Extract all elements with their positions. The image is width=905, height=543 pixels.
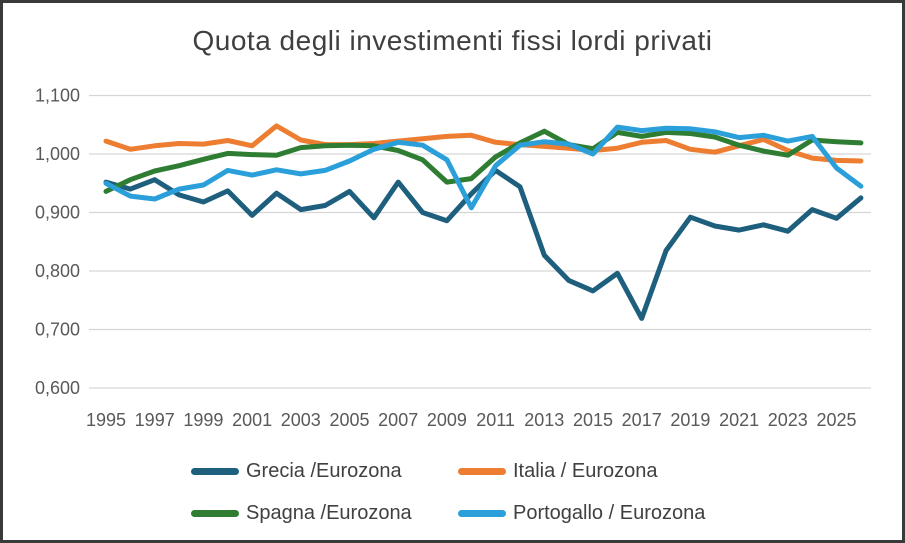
y-axis-label: 0,800 bbox=[35, 261, 80, 281]
x-axis-label: 1997 bbox=[135, 410, 175, 430]
y-axis-label: 1,000 bbox=[35, 144, 80, 164]
x-axis-label: 2023 bbox=[768, 410, 808, 430]
x-axis-label: 2021 bbox=[719, 410, 759, 430]
x-axis-label: 2015 bbox=[573, 410, 613, 430]
x-axis-label: 2007 bbox=[378, 410, 418, 430]
legend-item-grecia: Grecia /Eurozona bbox=[191, 459, 402, 483]
x-axis-label: 2005 bbox=[329, 410, 369, 430]
x-axis-label: 2013 bbox=[524, 410, 564, 430]
y-axis-label: 1,100 bbox=[35, 86, 80, 106]
legend-item-italia: Italia / Eurozona bbox=[458, 459, 658, 483]
legend-swatch-icon bbox=[458, 509, 506, 517]
y-axis-label: 0,900 bbox=[35, 203, 80, 223]
legend-label: Grecia /Eurozona bbox=[246, 459, 402, 482]
x-axis-label: 2003 bbox=[281, 410, 321, 430]
legend-label: Portogallo / Eurozona bbox=[513, 501, 706, 524]
legend-swatch-icon bbox=[191, 509, 239, 517]
x-axis-label: 1999 bbox=[183, 410, 223, 430]
legend-label: Italia / Eurozona bbox=[513, 459, 658, 482]
x-axis-label: 2011 bbox=[476, 410, 515, 430]
chart-title: Quota degli investimenti fissi lordi pri… bbox=[192, 25, 713, 56]
legend-label: Spagna /Eurozona bbox=[246, 501, 412, 524]
x-axis-label: 2019 bbox=[670, 410, 710, 430]
series-line-portogallo bbox=[103, 124, 864, 211]
series-line-grecia bbox=[103, 167, 864, 321]
series-line-spagna bbox=[103, 128, 864, 194]
series-line-italia bbox=[103, 123, 864, 164]
y-axis-label: 0,700 bbox=[35, 320, 80, 340]
legend-swatch-icon bbox=[458, 467, 506, 475]
legend-item-spagna: Spagna /Eurozona bbox=[191, 501, 412, 525]
legend-item-portogallo: Portogallo / Eurozona bbox=[458, 501, 705, 525]
x-axis-label: 2009 bbox=[427, 410, 467, 430]
x-axis-label: 1995 bbox=[86, 410, 126, 430]
x-axis-label: 2025 bbox=[816, 410, 856, 430]
x-axis-label: 2001 bbox=[232, 410, 272, 430]
legend-swatch-icon bbox=[191, 467, 239, 475]
y-axis-label: 0,600 bbox=[35, 378, 80, 398]
x-axis-label: 2017 bbox=[622, 410, 662, 430]
plot-area: 1,100 1,000 0,900 0,800 0,700 0,600 1995 1997 19… bbox=[35, 86, 871, 430]
